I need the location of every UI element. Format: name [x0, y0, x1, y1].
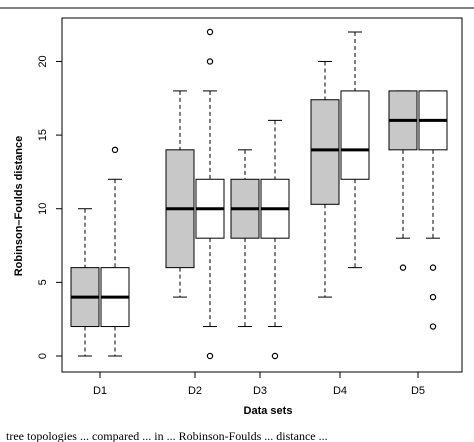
x-tick-label: D5 — [411, 385, 425, 397]
y-tick-label: 15 — [37, 129, 49, 141]
x-tick-label: D2 — [188, 385, 202, 397]
y-tick-label: 5 — [37, 279, 49, 285]
x-tick-label: D3 — [253, 385, 267, 397]
y-axis-title: Robinson–Foulds distance — [13, 136, 25, 277]
y-tick-label: 20 — [37, 55, 49, 67]
outlier-point — [429, 264, 437, 271]
outlier-point — [206, 58, 214, 65]
outlier-point — [399, 264, 407, 271]
box — [340, 90, 370, 180]
chart-marks: 0 5 10 15 20 D1 D2 D3 D4 D5 — [37, 17, 463, 397]
plot-frame — [61, 17, 463, 373]
x-axis-title: Data sets — [244, 405, 293, 417]
outlier-point — [206, 28, 214, 36]
outlier-point — [206, 352, 214, 360]
y-tick-label: 10 — [37, 203, 49, 215]
outlier-point — [271, 352, 279, 360]
outlier-point — [111, 146, 119, 154]
x-tick-label: D4 — [333, 385, 347, 397]
x-tick-label: D1 — [93, 385, 107, 397]
outlier-point — [429, 323, 437, 330]
y-tick-label: 0 — [37, 353, 49, 359]
figure-caption-fragment: tree topologies ... compared ... in ... … — [6, 429, 328, 442]
outlier-point — [429, 293, 437, 301]
box — [310, 99, 340, 205]
